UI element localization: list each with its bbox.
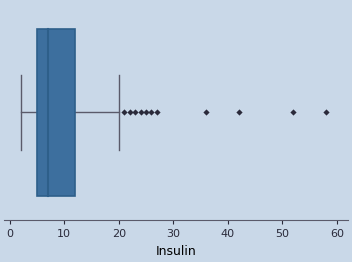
Point (236, 110, 241, 114)
FancyBboxPatch shape (37, 29, 75, 196)
Point (138, 110, 143, 114)
Point (132, 110, 138, 114)
Point (203, 110, 209, 114)
Point (143, 110, 149, 114)
Point (290, 110, 296, 114)
Point (121, 110, 127, 114)
Point (149, 110, 154, 114)
X-axis label: Insulin: Insulin (156, 245, 196, 258)
Point (323, 110, 329, 114)
Point (127, 110, 132, 114)
Point (154, 110, 160, 114)
